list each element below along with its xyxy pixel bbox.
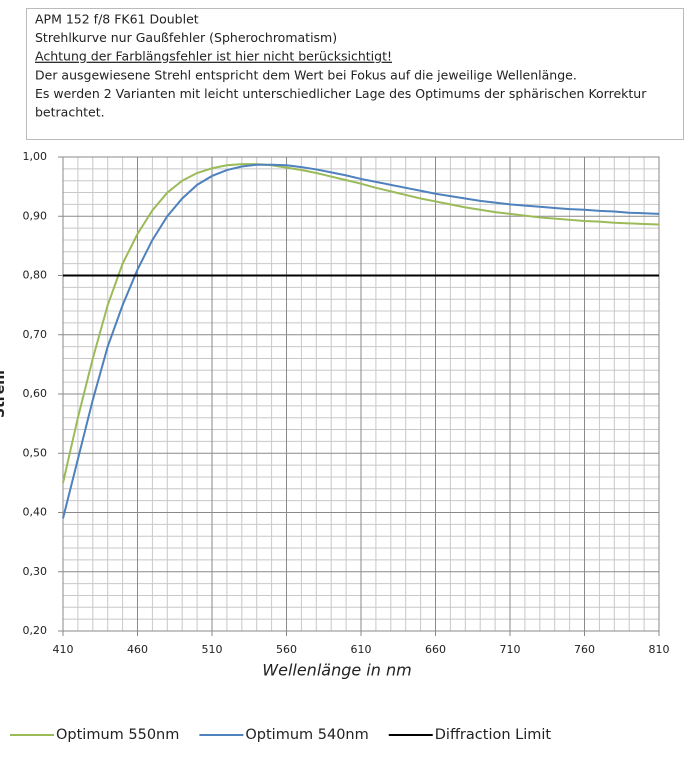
y-tick-label: 0,50 xyxy=(23,446,48,459)
x-tick-label: 510 xyxy=(202,643,223,656)
series-line xyxy=(62,163,660,519)
legend-label: Optimum 550nm xyxy=(56,727,179,743)
annotation-line: Achtung der Farblängsfehler ist hier nic… xyxy=(35,49,392,64)
y-tick-label: 1,00 xyxy=(23,150,48,163)
x-tick-label: 560 xyxy=(276,643,297,656)
y-tick-label: 0,90 xyxy=(23,209,48,222)
annotation-line: Der ausgewiesene Strehl entspricht dem W… xyxy=(35,67,577,82)
y-tick-label: 0,30 xyxy=(23,565,48,578)
y-tick-label: 0,60 xyxy=(23,387,48,400)
annotation-line: Es werden 2 Varianten mit leicht untersc… xyxy=(35,86,647,101)
x-tick-label: 410 xyxy=(53,643,74,656)
x-tick-label: 460 xyxy=(127,643,148,656)
x-tick-label: 660 xyxy=(425,643,446,656)
annotation-box xyxy=(26,8,684,140)
legend-label: Optimum 540nm xyxy=(245,727,368,743)
legend-label: Diffraction Limit xyxy=(435,727,552,743)
x-tick-label: 810 xyxy=(649,643,670,656)
x-tick-label: 710 xyxy=(500,643,521,656)
x-tick-label: 610 xyxy=(351,643,372,656)
annotation-line: Strehlkurve nur Gaußfehler (Spherochroma… xyxy=(35,30,337,45)
y-tick-label: 0,70 xyxy=(23,328,48,341)
x-tick-label: 760 xyxy=(574,643,595,656)
x-axis-label: Wellenlänge in nm xyxy=(262,661,411,680)
y-tick-label: 0,40 xyxy=(23,506,48,519)
y-tick-label: 0,80 xyxy=(23,269,48,282)
annotation-line: betrachtet. xyxy=(35,105,105,120)
y-axis-label: Strehl xyxy=(0,370,8,418)
y-tick-label: 0,20 xyxy=(23,624,48,637)
annotation-line: APM 152 f/8 FK61 Doublet xyxy=(35,12,199,27)
series-line xyxy=(62,163,660,484)
